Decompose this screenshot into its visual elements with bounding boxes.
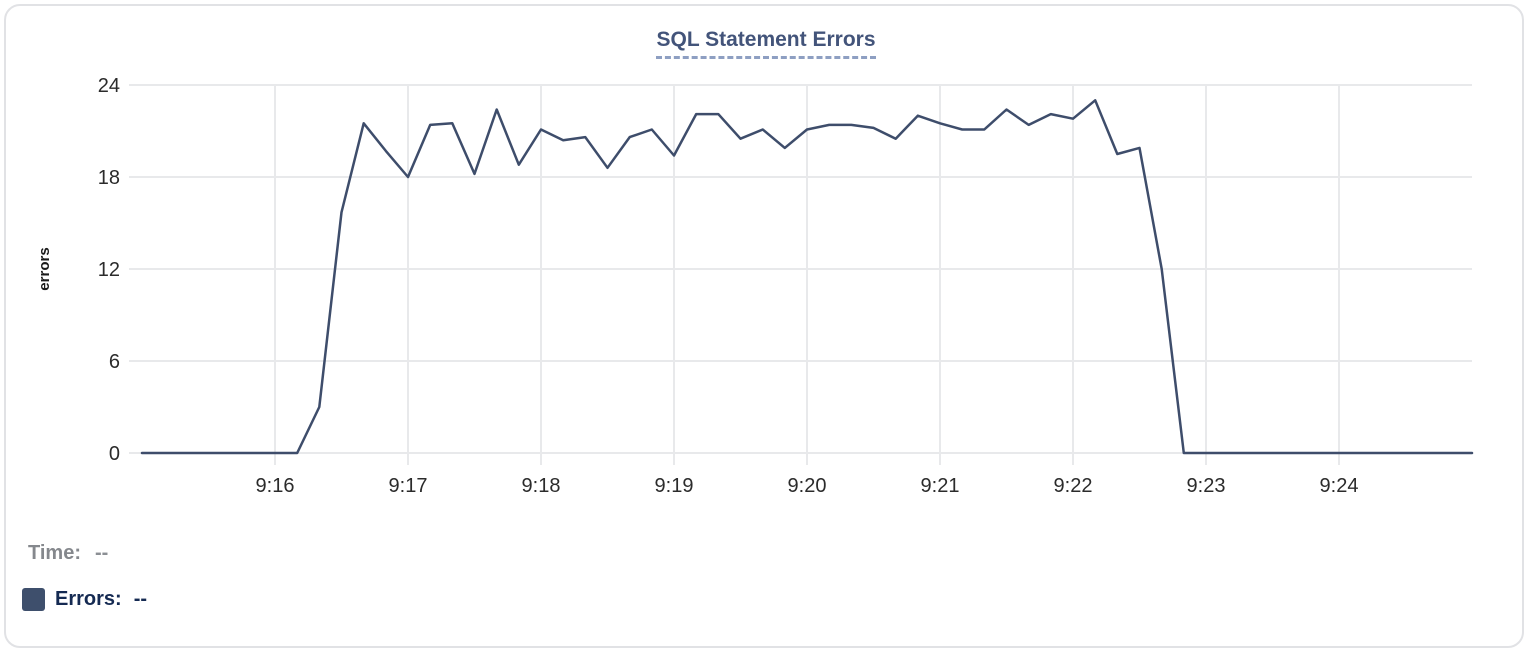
- x-tick-label: 9:24: [1320, 475, 1359, 497]
- chart-title[interactable]: SQL Statement Errors: [656, 28, 876, 59]
- y-tick-label: 18: [98, 167, 120, 189]
- x-tick-label: 9:19: [655, 475, 694, 497]
- errors-series-line[interactable]: [140, 99, 1474, 455]
- tooltip-time-row: Time: --: [28, 542, 108, 565]
- x-tick-label: 9:21: [921, 475, 960, 497]
- x-tick-label: 9:18: [522, 475, 561, 497]
- errors-label: Errors:: [55, 588, 122, 610]
- x-tick-label: 9:20: [788, 475, 827, 497]
- time-label: Time:: [28, 542, 81, 564]
- errors-chart-svg[interactable]: 0 6 12 18 24 9:16 9:17 9:18 9:19 9:20 9:21 9:22 9:23…: [2, 2, 1528, 514]
- x-tick-label: 9:17: [389, 475, 428, 497]
- legend-errors-row: Errors: --: [22, 588, 147, 611]
- errors-legend-swatch: [22, 588, 45, 611]
- x-tick-label: 9:23: [1187, 475, 1226, 497]
- chart-header: SQL Statement Errors: [2, 28, 1528, 59]
- errors-value: --: [133, 588, 148, 610]
- x-tick-label: 9:22: [1054, 475, 1093, 497]
- y-tick-label: 24: [98, 75, 120, 97]
- y-tick-label: 6: [109, 351, 120, 373]
- y-tick-label: 0: [109, 443, 120, 465]
- y-tick-label: 12: [98, 259, 120, 281]
- time-value: --: [94, 542, 109, 564]
- chart-card: SQL Statement Errors 0 6 12 18 24 9:16 9:17 9:1…: [4, 4, 1524, 648]
- x-tick-label: 9:16: [256, 475, 295, 497]
- y-axis-title: errors: [36, 247, 53, 290]
